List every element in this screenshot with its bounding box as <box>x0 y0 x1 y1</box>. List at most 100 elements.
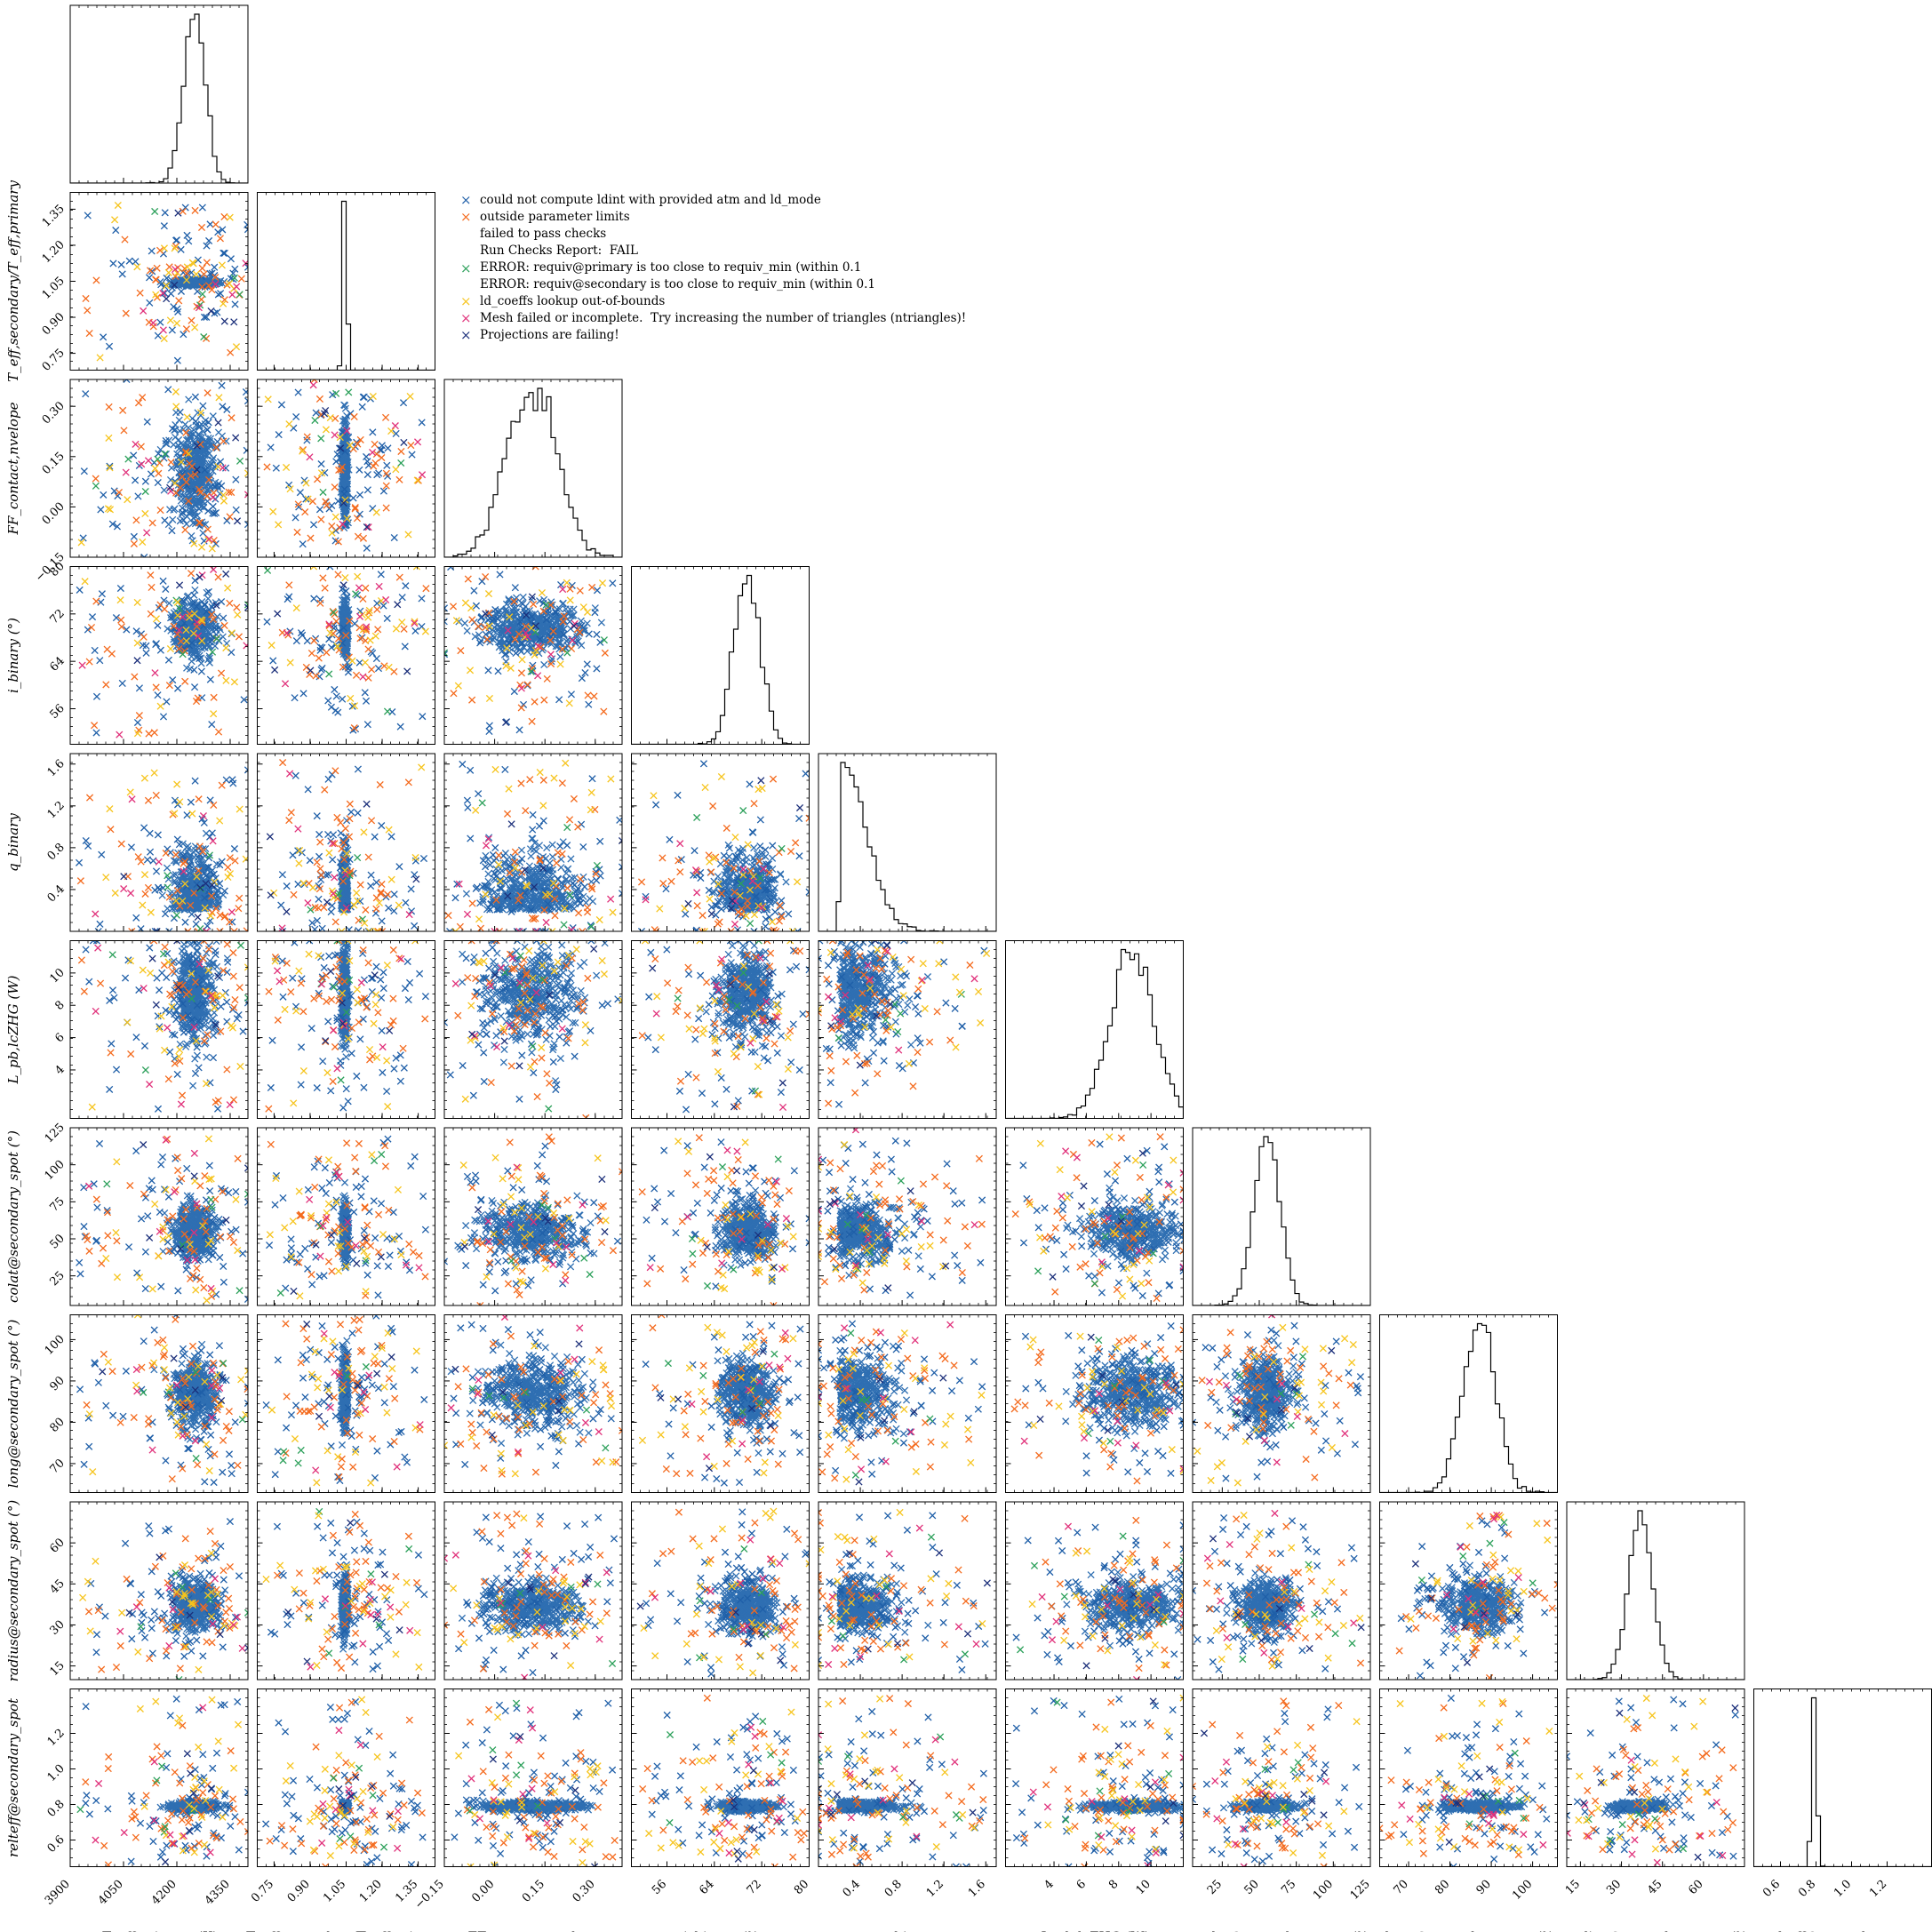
failure-point-1 <box>517 669 526 677</box>
failure-point-0 <box>401 643 409 651</box>
failure-point-0 <box>363 486 371 494</box>
failure-point-3 <box>224 584 232 592</box>
failure-point-4 <box>155 858 163 866</box>
failure-point-1 <box>468 696 476 704</box>
failure-point-0 <box>82 836 90 845</box>
failure-point-1 <box>200 270 208 278</box>
failure-point-3 <box>208 545 216 553</box>
failure-point-0 <box>363 458 371 466</box>
posterior-point <box>188 531 196 540</box>
failure-point-0 <box>203 242 211 250</box>
posterior-point <box>189 426 198 435</box>
posterior-point <box>183 436 191 444</box>
failure-point-1 <box>334 538 342 546</box>
failure-point-3 <box>269 507 277 515</box>
failure-point-1 <box>156 459 164 467</box>
failure-point-0 <box>321 468 329 476</box>
failure-point-0 <box>201 466 209 474</box>
failure-point-1 <box>224 863 232 872</box>
hist-teff_primary <box>69 4 249 184</box>
failure-point-1 <box>155 469 163 477</box>
posterior-point <box>178 510 186 518</box>
failure-point-0 <box>419 713 427 721</box>
failure-point-1 <box>151 275 160 283</box>
failure-point-0 <box>315 852 323 860</box>
posterior-point <box>205 463 213 471</box>
failure-point-3 <box>317 469 325 477</box>
failure-point-1 <box>332 617 340 626</box>
failure-point-0 <box>267 443 275 451</box>
failure-point-3 <box>366 636 374 644</box>
failure-point-0 <box>154 331 162 339</box>
failure-point-0 <box>156 646 164 654</box>
failure-point-0 <box>98 590 106 598</box>
failure-point-0 <box>407 885 415 893</box>
failure-point-3 <box>243 469 248 477</box>
failure-point-0 <box>164 386 172 394</box>
posterior-point <box>167 464 176 472</box>
failure-point-0 <box>154 883 163 891</box>
failure-point-3 <box>485 694 494 703</box>
failure-point-4 <box>78 661 86 669</box>
failure-point-4 <box>151 669 159 677</box>
failure-point-0 <box>154 621 162 629</box>
failure-point-0 <box>332 692 340 700</box>
scatter-teff_ratio-vs-teff_primary <box>69 192 249 371</box>
failure-point-0 <box>396 723 404 730</box>
failure-point-1 <box>144 883 153 891</box>
failure-point-3 <box>173 269 181 277</box>
failure-point-0 <box>384 444 392 452</box>
failure-point-3 <box>106 805 114 813</box>
failure-point-0 <box>112 227 120 235</box>
failure-point-1 <box>176 483 184 491</box>
failure-point-0 <box>191 577 199 585</box>
failure-point-1 <box>359 534 368 542</box>
failure-point-0 <box>411 857 419 865</box>
failure-point-0 <box>315 830 323 839</box>
failure-point-1 <box>218 781 226 789</box>
posterior-point <box>206 435 215 443</box>
failure-point-1 <box>121 236 129 243</box>
failure-point-1 <box>380 662 388 670</box>
failure-point-1 <box>135 712 143 720</box>
failure-point-0 <box>583 660 591 668</box>
failure-point-3 <box>156 702 164 710</box>
failure-point-0 <box>177 287 186 295</box>
failure-point-0 <box>591 609 599 617</box>
failure-point-0 <box>212 539 220 548</box>
failure-point-3 <box>579 603 587 611</box>
failure-point-1 <box>354 532 363 540</box>
failure-point-1 <box>364 853 372 861</box>
failure-point-0 <box>228 648 236 657</box>
failure-point-4 <box>159 289 167 298</box>
failure-point-0 <box>327 908 335 916</box>
failure-point-4 <box>126 890 135 898</box>
failure-point-1 <box>317 515 325 523</box>
failure-point-1 <box>279 759 287 767</box>
failure-point-4 <box>304 899 312 907</box>
failure-point-3 <box>395 901 403 909</box>
failure-point-2 <box>332 389 340 397</box>
failure-point-1 <box>204 282 213 290</box>
failure-point-0 <box>476 639 484 647</box>
failure-point-3 <box>328 529 336 537</box>
failure-point-1 <box>354 440 362 448</box>
posterior-point <box>559 599 567 607</box>
failure-point-1 <box>226 513 234 521</box>
failure-point-0 <box>154 831 162 839</box>
failure-point-1 <box>203 259 211 267</box>
failure-point-4 <box>375 582 383 590</box>
failure-point-1 <box>136 289 144 297</box>
failure-point-0 <box>96 920 104 928</box>
failure-point-0 <box>347 808 355 816</box>
failure-point-0 <box>146 848 155 856</box>
failure-point-0 <box>283 882 291 890</box>
failure-point-1 <box>243 927 248 931</box>
failure-point-0 <box>295 503 303 511</box>
failure-point-3 <box>224 873 232 882</box>
failure-point-0 <box>223 405 231 413</box>
failure-point-1 <box>303 433 311 441</box>
failure-point-0 <box>145 274 154 282</box>
failure-point-3 <box>177 458 186 466</box>
failure-point-1 <box>148 519 156 527</box>
